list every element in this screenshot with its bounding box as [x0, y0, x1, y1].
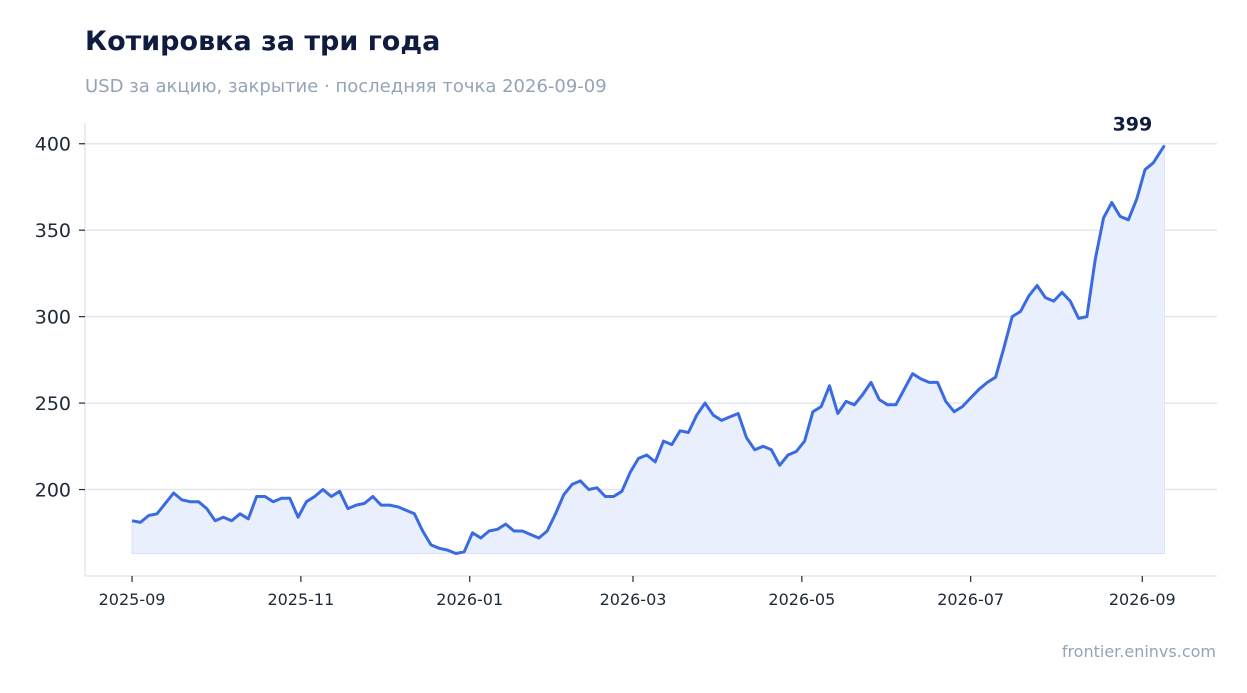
x-tick-labels: 2025-09 2025-11 2026-01 2026-03 2026-05 2026-…: [99, 576, 1176, 609]
axes: [84, 123, 1217, 577]
x-tick-label: 2025-09: [99, 590, 166, 609]
x-tick-label: 2026-05: [768, 590, 835, 609]
y-tick-label: 300: [35, 307, 71, 329]
last-value-label: 399: [1113, 114, 1153, 136]
x-tick-label: 2026-01: [436, 590, 503, 609]
price-area: [131, 143, 1165, 555]
chart-subtitle: USD за акцию, закрытие · последняя точка…: [85, 76, 607, 97]
x-tick-label: 2026-09: [1109, 590, 1176, 609]
y-tick-label: 200: [35, 480, 71, 502]
y-tick-labels: 200 250 300 350 400: [35, 134, 85, 502]
x-tick-label: 2026-03: [600, 590, 667, 609]
x-tick-label: 2025-11: [267, 590, 334, 609]
price-line: [131, 144, 1166, 555]
y-tick-label: 350: [35, 220, 71, 242]
y-tick-label: 250: [35, 393, 71, 415]
chart-title: Котировка за три года: [85, 26, 441, 57]
source-footer: frontier.eninvs.com: [1061, 642, 1216, 661]
y-tick-label: 400: [35, 134, 71, 156]
x-tick-label: 2026-07: [937, 590, 1004, 609]
